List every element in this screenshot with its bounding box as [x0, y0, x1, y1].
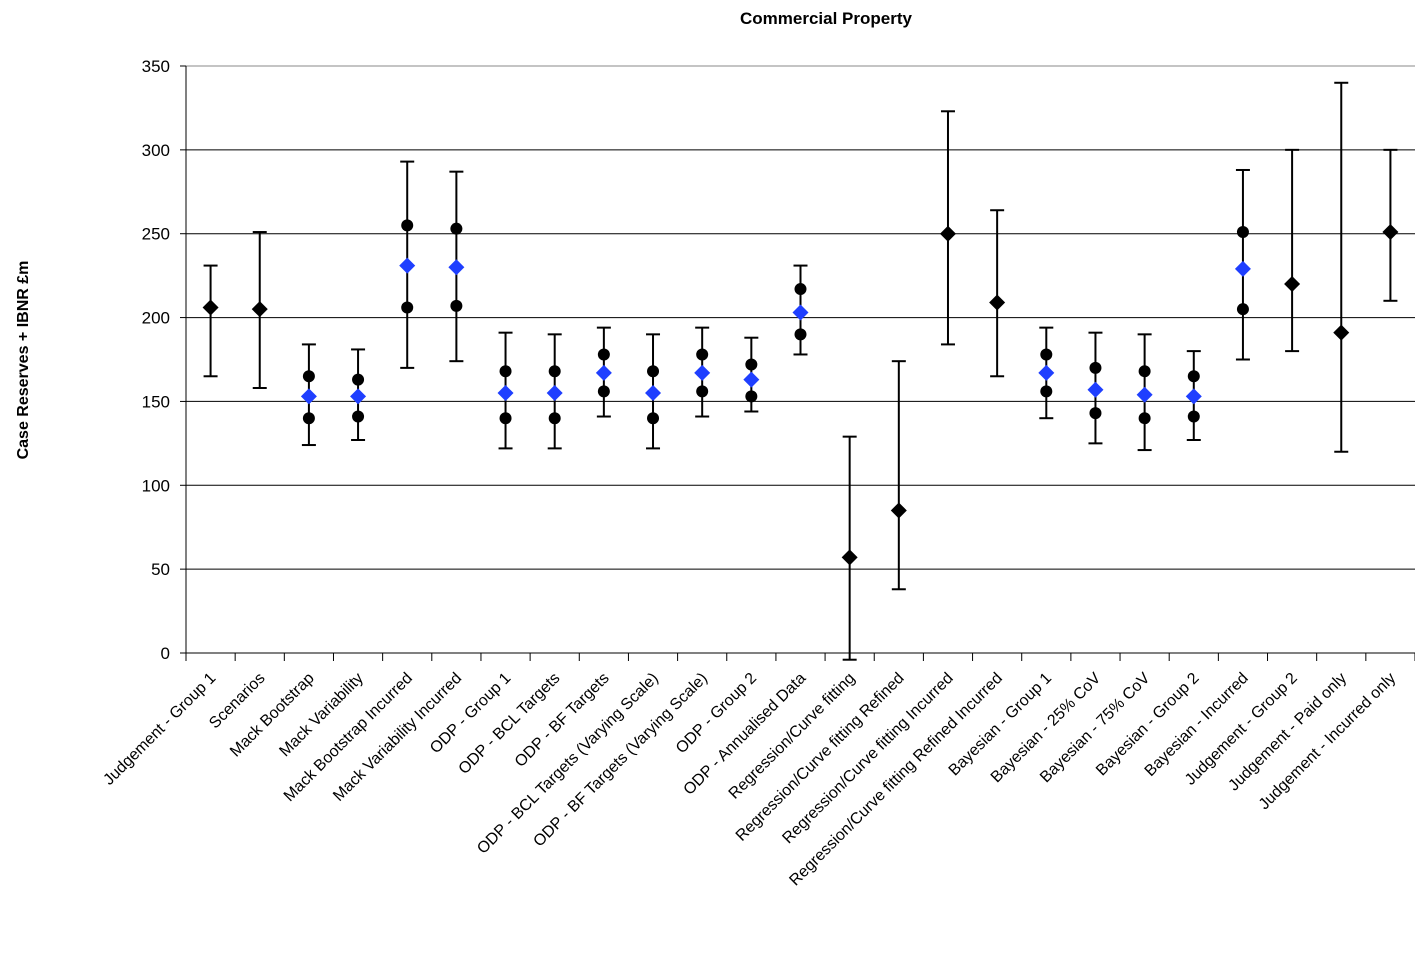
upper-point [352, 373, 365, 386]
lower-point [1236, 303, 1249, 316]
upper-point [450, 222, 463, 235]
upper-point [745, 358, 758, 371]
mean-point [1284, 276, 1301, 293]
y-tick-label: 350 [142, 57, 170, 76]
upper-point [794, 283, 807, 296]
mean-point [1185, 388, 1202, 405]
mean-point [1333, 324, 1350, 341]
x-tick-label: ODP - BF Targets [512, 670, 613, 771]
x-tick-label: Judgement - Group 1 [100, 670, 219, 789]
y-axis-title: Case Reserves + IBNR £m [15, 261, 32, 460]
upper-point [401, 219, 414, 232]
upper-point [647, 365, 660, 378]
mean-point [989, 294, 1006, 311]
mean-point [546, 385, 563, 402]
mean-point [202, 299, 219, 316]
lower-point [647, 412, 660, 425]
upper-point [499, 365, 512, 378]
lower-point [548, 412, 561, 425]
upper-point [1040, 348, 1053, 361]
mean-point [890, 502, 907, 519]
upper-point [1138, 365, 1151, 378]
y-tick-label: 100 [142, 476, 170, 495]
lower-point [1089, 407, 1102, 420]
mean-point [1136, 386, 1153, 403]
y-tick-label: 200 [142, 309, 170, 328]
mean-point [645, 385, 662, 402]
lower-point [696, 385, 709, 398]
lower-point [1040, 385, 1053, 398]
mean-point [448, 259, 465, 276]
upper-point [597, 348, 610, 361]
upper-point [548, 365, 561, 378]
lower-point [597, 385, 610, 398]
mean-point [792, 304, 809, 321]
y-tick-label: 300 [142, 141, 170, 160]
mean-point [841, 549, 858, 566]
mean-point [399, 257, 416, 274]
upper-point [302, 370, 315, 383]
lower-point [302, 412, 315, 425]
y-tick-label: 150 [142, 392, 170, 411]
mean-point [497, 385, 514, 402]
x-tick-label: Mack Bootstrap [227, 670, 318, 761]
lower-point [401, 301, 414, 314]
mean-point [743, 371, 760, 388]
upper-point [696, 348, 709, 361]
mean-point [1038, 364, 1055, 381]
upper-point [1236, 226, 1249, 239]
x-tick-label: ODP - BF Targets (Varying Scale) [530, 670, 711, 851]
y-tick-label: 0 [161, 644, 170, 663]
mean-point [251, 301, 268, 318]
mean-point [1087, 381, 1104, 398]
lower-point [1138, 412, 1151, 425]
x-tick-label: ODP - BCL Targets (Varying Scale) [474, 670, 662, 858]
lower-point [1187, 410, 1200, 423]
lower-point [352, 410, 365, 423]
mean-point [694, 364, 711, 381]
mean-point [300, 388, 317, 405]
y-tick-label: 250 [142, 225, 170, 244]
mean-point [1234, 260, 1251, 277]
lower-point [745, 390, 758, 403]
x-tick-label: Mack Variability [276, 670, 366, 760]
lower-point [450, 299, 463, 312]
upper-point [1089, 361, 1102, 374]
mean-point [595, 364, 612, 381]
chart-title: Commercial Property [740, 9, 912, 28]
upper-point [1187, 370, 1200, 383]
mean-point [350, 388, 367, 405]
mean-point [939, 225, 956, 242]
mean-point [1382, 224, 1399, 241]
lower-point [499, 412, 512, 425]
y-tick-label: 50 [151, 560, 170, 579]
lower-point [794, 328, 807, 341]
